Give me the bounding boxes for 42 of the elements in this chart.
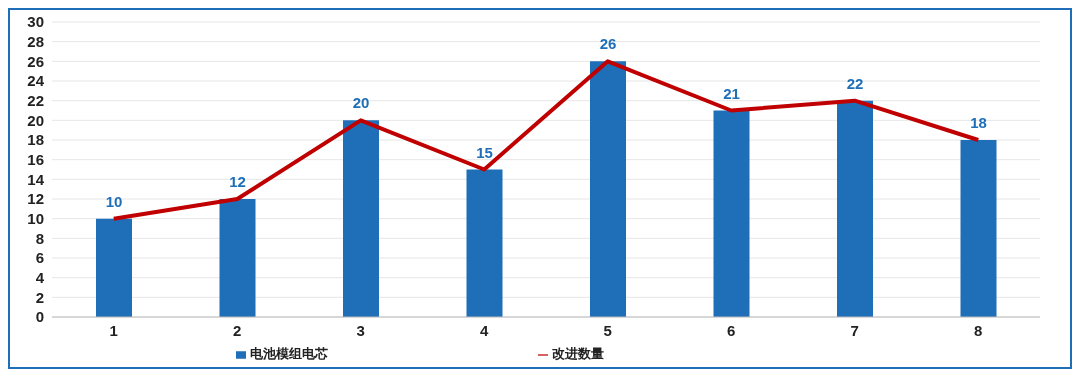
x-tick-label: 1 xyxy=(109,321,118,339)
y-tick-label: 10 xyxy=(27,209,44,227)
y-tick-label: 20 xyxy=(27,111,44,129)
y-tick-label: 6 xyxy=(35,249,44,267)
x-tick-label: 8 xyxy=(974,321,983,339)
data-label: 12 xyxy=(229,173,246,190)
y-tick-label: 16 xyxy=(27,150,44,168)
x-tick-label: 7 xyxy=(850,321,859,339)
x-tick-label: 5 xyxy=(603,321,612,339)
x-tick-label: 3 xyxy=(356,321,365,339)
bar xyxy=(219,199,256,317)
x-tick-label: 6 xyxy=(727,321,736,339)
y-tick-label: 18 xyxy=(27,131,44,149)
y-tick-label: 24 xyxy=(27,72,45,90)
data-label: 26 xyxy=(599,35,617,53)
y-tick-label: 4 xyxy=(35,268,45,286)
y-tick-label: 22 xyxy=(27,91,44,109)
data-label: 21 xyxy=(723,84,740,102)
y-tick-label: 2 xyxy=(35,288,44,306)
y-tick-label: 14 xyxy=(27,170,45,188)
legend-label: 电池模组电芯 xyxy=(250,346,328,361)
data-label: 10 xyxy=(105,192,123,210)
data-label: 20 xyxy=(352,94,370,112)
y-tick-label: 0 xyxy=(35,308,44,326)
y-tick-label: 8 xyxy=(35,229,44,247)
data-label: 15 xyxy=(476,143,493,161)
bar xyxy=(96,218,132,317)
y-tick-label: 28 xyxy=(27,32,44,50)
bar xyxy=(837,100,873,317)
bar xyxy=(713,110,750,317)
legend-label: 改进数量 xyxy=(552,346,604,361)
bar xyxy=(960,140,997,317)
bar xyxy=(466,169,503,317)
y-tick-label: 26 xyxy=(27,52,44,70)
data-label: 18 xyxy=(970,114,987,131)
y-tick-label: 30 xyxy=(27,13,44,31)
y-tick-label: 12 xyxy=(27,190,44,208)
x-tick-label: 2 xyxy=(233,321,242,339)
data-label: 22 xyxy=(846,74,864,92)
x-tick-label: 4 xyxy=(480,321,490,339)
bar xyxy=(343,120,379,317)
bar xyxy=(590,61,626,317)
